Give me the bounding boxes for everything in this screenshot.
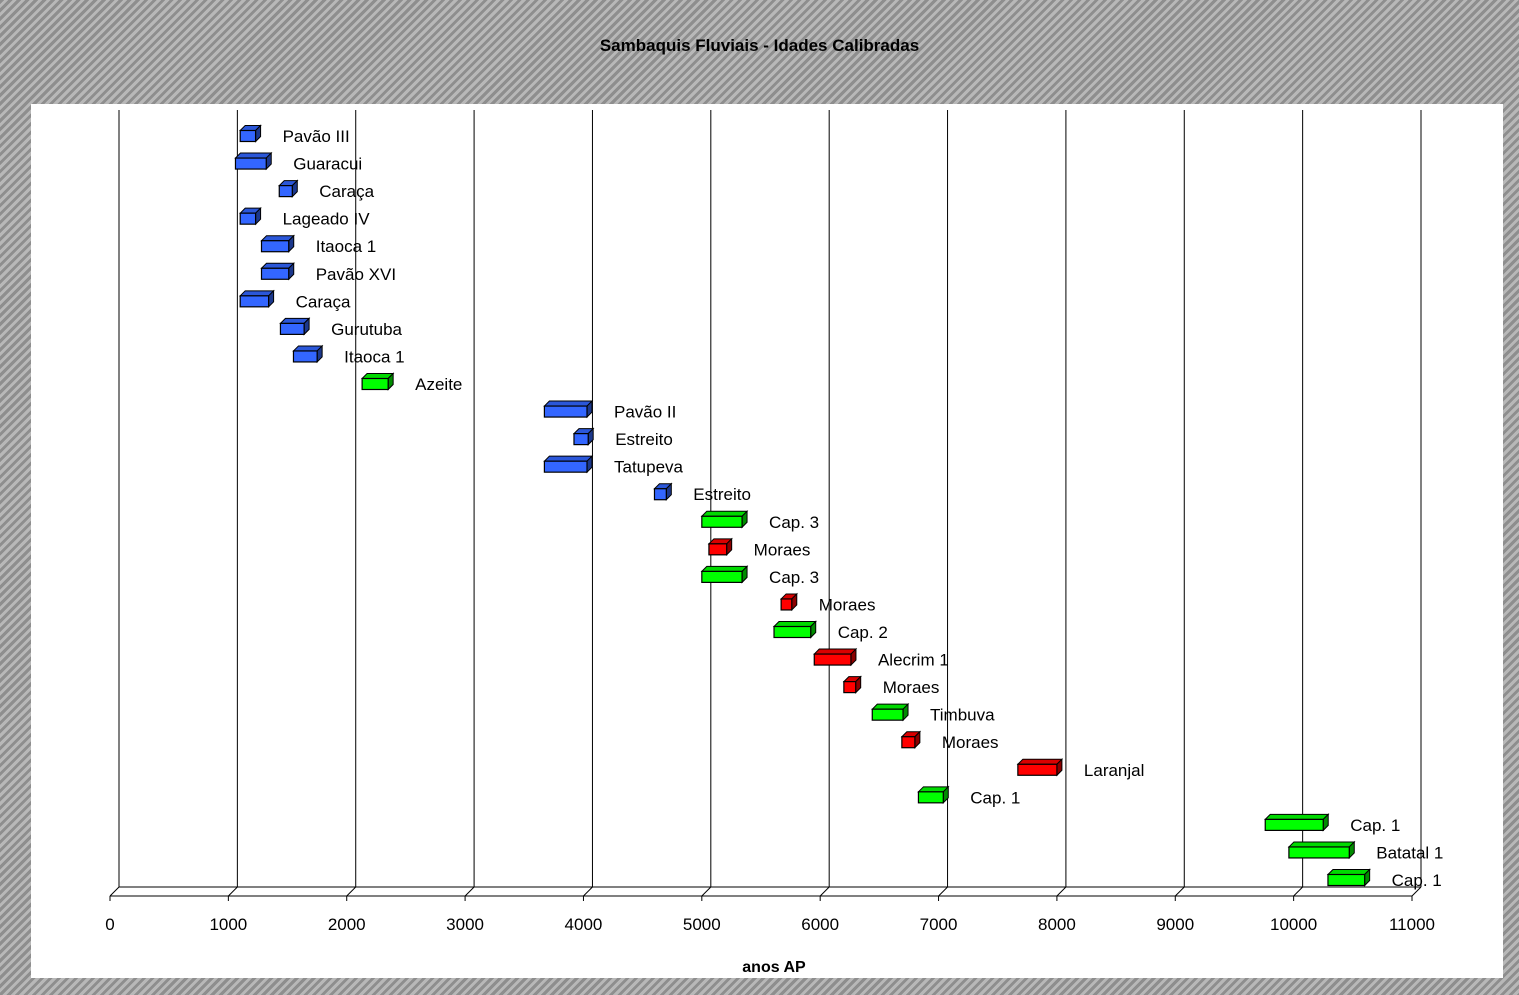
chart-title: Sambaquis Fluviais - Idades Calibradas	[599, 36, 920, 55]
bar	[900, 730, 922, 749]
bar-label: Cap. 1	[1392, 871, 1442, 890]
bar-label: Alecrim 1	[878, 651, 949, 670]
floor-gridline	[109, 886, 120, 897]
floor-gridline	[228, 886, 238, 897]
bar-label: Cap. 3	[769, 568, 819, 587]
bar-label: Moraes	[819, 595, 876, 614]
bar-label: Cap. 1	[1350, 816, 1400, 835]
bar	[543, 454, 594, 474]
x-axis-title: anos AP	[742, 959, 806, 976]
bar	[842, 675, 862, 694]
bar	[700, 565, 749, 584]
floor-gridline	[1056, 886, 1067, 897]
bar	[813, 647, 858, 667]
bar	[1264, 813, 1330, 832]
bar	[260, 234, 295, 253]
bar-label: Azeite	[415, 375, 462, 394]
bar-label: Batatal 1	[1376, 843, 1443, 862]
x-tick-label: 1000	[209, 915, 247, 934]
bar-label: Moraes	[754, 540, 811, 559]
bar	[238, 289, 275, 309]
gridlines	[109, 110, 1422, 897]
floor-gridline	[346, 886, 357, 897]
plot-area: Pavão III Guaracui Caraça Lageado IV Itaoca …	[31, 104, 1503, 978]
floor-gridline	[1411, 886, 1422, 897]
bar-label: Itaoca 1	[344, 347, 405, 366]
bar	[1326, 868, 1371, 887]
floor-gridline	[1174, 886, 1185, 897]
bar	[871, 702, 910, 722]
bar	[543, 399, 594, 419]
x-tick-label: 5000	[683, 915, 721, 934]
bar	[1016, 758, 1064, 777]
bar	[360, 372, 395, 391]
bar-label: Laranjal	[1084, 761, 1145, 780]
floor-gridline	[1293, 886, 1303, 897]
bar	[292, 344, 324, 364]
floor-gridline	[583, 886, 593, 897]
bar-label: Pavão XVI	[316, 265, 396, 284]
bar-label: Pavão II	[614, 403, 676, 422]
bar	[260, 262, 295, 281]
bar	[779, 592, 798, 612]
bar-label: Itaoca 1	[316, 237, 377, 256]
x-tick-label: 8000	[1038, 915, 1076, 934]
x-tick-label: 3000	[446, 915, 484, 934]
x-tick-label: 2000	[328, 915, 366, 934]
bars	[234, 124, 1371, 887]
bar	[1287, 840, 1356, 860]
bar	[279, 317, 311, 336]
bar-label: Pavão III	[283, 127, 350, 146]
bar-labels: Pavão III Guaracui Caraça Lageado IV Itaoca …	[283, 127, 1444, 890]
x-tick-label: 10000	[1270, 915, 1317, 934]
bar-label: Cap. 1	[970, 788, 1020, 807]
x-tick-label: 4000	[565, 915, 603, 934]
bar-label: Cap. 2	[838, 623, 888, 642]
floor-gridline	[701, 886, 712, 897]
bar	[238, 124, 262, 143]
bar-label: Tatupeva	[614, 458, 684, 477]
bar-label: Estreito	[615, 430, 673, 449]
x-axis-ticks: 0 1000 2000 3000 4000 5000 6000 7000 8000 9000 100…	[105, 896, 1435, 934]
bar-label: Moraes	[942, 733, 999, 752]
bar	[700, 510, 749, 529]
x-tick-label: 7000	[920, 915, 958, 934]
bar-label: Caraça	[296, 292, 351, 311]
chart-plot: Pavão III Guaracui Caraça Lageado IV Itaoca …	[105, 110, 1444, 976]
bar-label: Lageado IV	[283, 210, 371, 229]
x-tick-label: 6000	[801, 915, 839, 934]
bar-label: Estreito	[693, 485, 751, 504]
bar	[572, 427, 595, 446]
x-tick-label: 11000	[1389, 915, 1435, 934]
bar	[278, 179, 299, 198]
bar	[772, 620, 817, 639]
bar-label: Caraça	[319, 182, 374, 201]
floor-gridline	[938, 886, 948, 897]
bar-label: Timbuva	[930, 706, 995, 725]
floor-gridline	[464, 886, 475, 897]
floor-gridline	[819, 886, 830, 897]
bar-label: Gurutuba	[331, 320, 402, 339]
bar	[653, 482, 673, 501]
x-tick-label: 9000	[1156, 915, 1194, 934]
bar-label: Guaracui	[293, 155, 362, 174]
bar-label: Cap. 3	[769, 513, 819, 532]
bar	[917, 785, 950, 805]
x-tick-label: 0	[105, 915, 114, 934]
bar-label: Moraes	[883, 678, 940, 697]
bar	[707, 537, 733, 557]
bar	[234, 151, 273, 171]
bar	[238, 206, 262, 226]
